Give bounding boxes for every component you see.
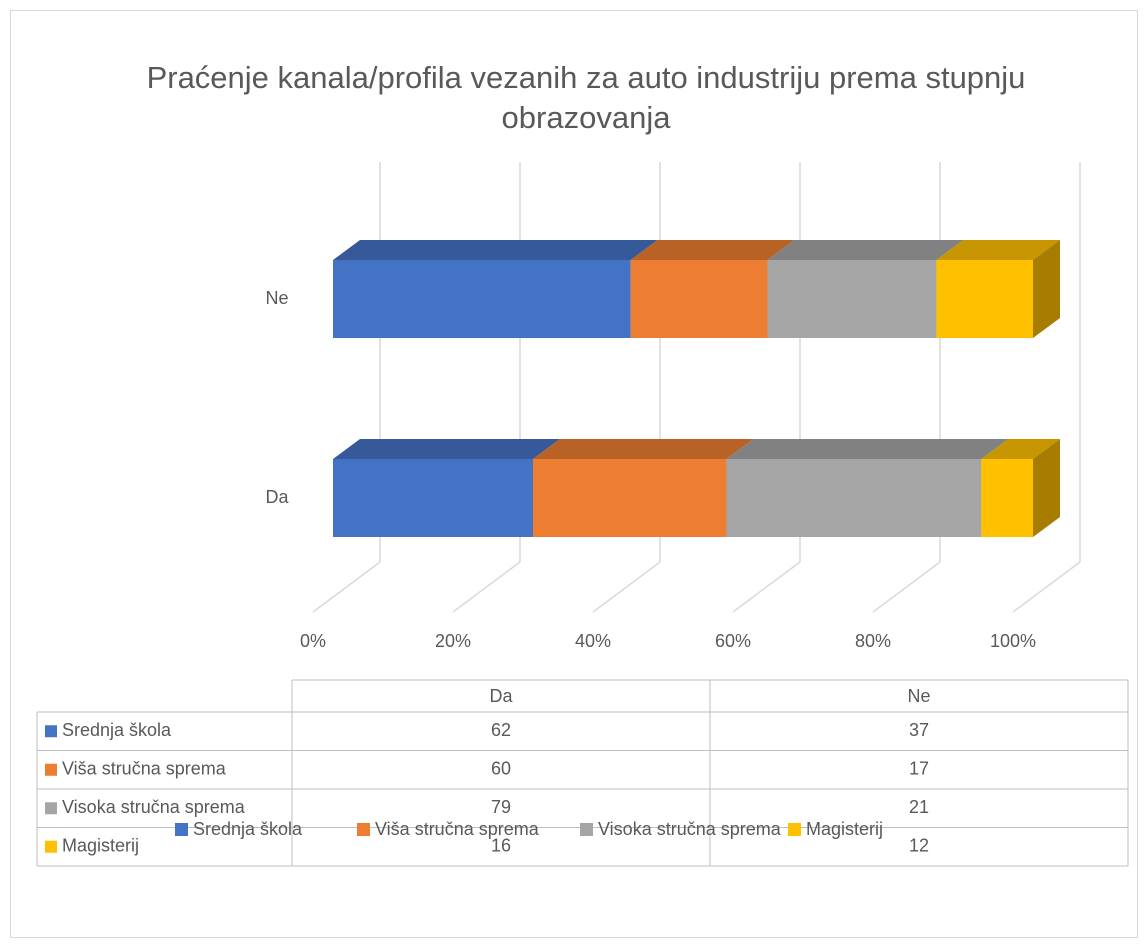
table-legend-key (45, 725, 57, 738)
table-cell: 17 (909, 759, 929, 779)
x-tick-label: 80% (855, 631, 891, 651)
bar-top (936, 240, 1060, 260)
grid-line (732, 561, 801, 613)
grid-line (592, 561, 661, 613)
bar (630, 260, 768, 338)
legend-key (580, 823, 593, 836)
legend-label: Visoka stručna sprema (598, 819, 782, 839)
bar (767, 260, 937, 338)
table-legend-key (45, 840, 57, 853)
bar-side (1033, 240, 1060, 338)
grid-line (1012, 561, 1081, 613)
grid-line (312, 561, 381, 613)
table-row-label: Srednja škola (62, 720, 172, 740)
table-cell: 16 (491, 836, 511, 856)
table-cell: 37 (909, 720, 929, 740)
grid-line (872, 561, 941, 613)
legend-label: Magisterij (806, 819, 883, 839)
bar-top (981, 439, 1060, 459)
bar (726, 459, 982, 537)
x-tick-label: 100% (990, 631, 1036, 651)
table-row-label: Viša stručna sprema (62, 759, 227, 779)
x-tick-label: 60% (715, 631, 751, 651)
x-tick-label: 0% (300, 631, 326, 651)
table-cell: 21 (909, 797, 929, 817)
bar (936, 260, 1033, 338)
legend-key (175, 823, 188, 836)
table-row-label: Magisterij (62, 836, 139, 856)
table-header: Ne (907, 686, 930, 706)
legend-key (357, 823, 370, 836)
bar-top (630, 240, 795, 260)
table-cell: 12 (909, 836, 929, 856)
bar-side (1033, 439, 1060, 537)
y-tick-label: Da (265, 487, 289, 507)
bar-top (767, 240, 964, 260)
bar (333, 260, 631, 338)
grid-line (452, 561, 521, 613)
bar (333, 459, 533, 537)
bar-top (533, 439, 754, 459)
table-cell: 79 (491, 797, 511, 817)
table-legend-key (45, 763, 57, 776)
bar-top (333, 439, 560, 459)
table-header: Da (489, 686, 513, 706)
table-cell: 62 (491, 720, 511, 740)
x-tick-label: 40% (575, 631, 611, 651)
legend-label: Srednja škola (193, 819, 303, 839)
bar-top (726, 439, 1009, 459)
bar-top (333, 240, 658, 260)
chart-title: Praćenje kanala/profila vezanih za auto … (147, 60, 1026, 135)
bar (981, 459, 1033, 537)
y-tick-label: Ne (265, 288, 288, 308)
bar (533, 459, 727, 537)
table-legend-key (45, 802, 57, 815)
legend-label: Viša stručna sprema (375, 819, 540, 839)
table-row-label: Visoka stručna sprema (62, 797, 246, 817)
table-cell: 60 (491, 759, 511, 779)
legend-key (788, 823, 801, 836)
x-tick-label: 20% (435, 631, 471, 651)
